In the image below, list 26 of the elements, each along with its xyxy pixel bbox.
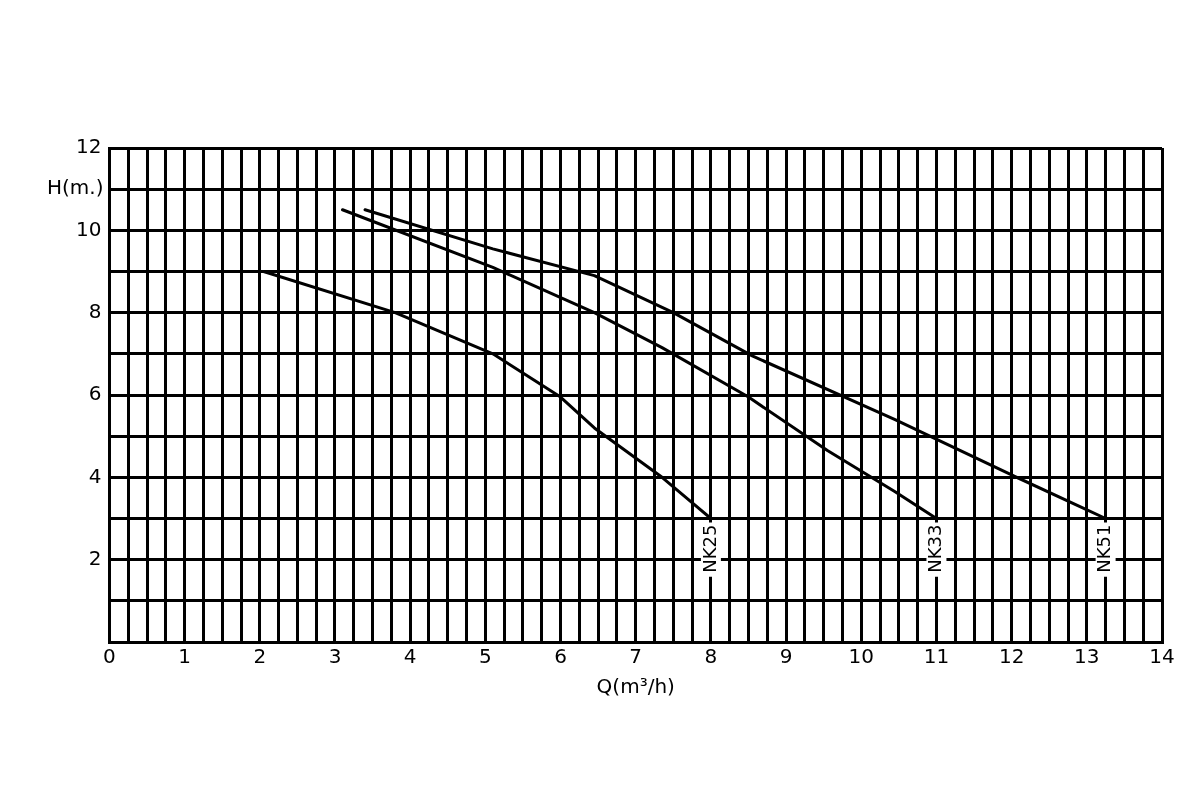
x-tick-label: 3 bbox=[328, 644, 342, 669]
x-tick-label: 11 bbox=[923, 644, 950, 669]
text: NK33 bbox=[924, 524, 946, 573]
text: NK51 bbox=[1093, 524, 1115, 573]
x-tick-label: 12 bbox=[998, 644, 1025, 669]
x-tick-label: 9 bbox=[779, 644, 793, 669]
x-tick-label: 10 bbox=[848, 644, 874, 669]
text: NK25 bbox=[698, 524, 720, 573]
x-tick-label: 14 bbox=[1149, 644, 1175, 669]
y-tick-label: 10 bbox=[76, 216, 102, 241]
y-tick-label: 12 bbox=[76, 134, 102, 159]
x-tick-label: 5 bbox=[478, 644, 492, 669]
x-tick-label: 8 bbox=[704, 644, 718, 669]
x-tick-label: 6 bbox=[554, 644, 567, 669]
y-tick-label: 8 bbox=[88, 298, 102, 323]
y-tick-label: 6 bbox=[88, 381, 102, 406]
x-tick-label: 13 bbox=[1074, 644, 1100, 669]
y-axis-title: H(m.) bbox=[46, 175, 104, 200]
x-tick-label: 2 bbox=[253, 644, 267, 669]
y-tick-label: 2 bbox=[88, 545, 102, 570]
x-tick-label: 0 bbox=[103, 644, 116, 669]
x-tick-label: 1 bbox=[178, 644, 191, 669]
y-tick-label: 4 bbox=[88, 463, 102, 488]
x-tick-label: 4 bbox=[403, 644, 417, 669]
x-tick-label: 7 bbox=[629, 644, 643, 669]
x-axis-title: Q(m³/h) bbox=[596, 674, 675, 699]
